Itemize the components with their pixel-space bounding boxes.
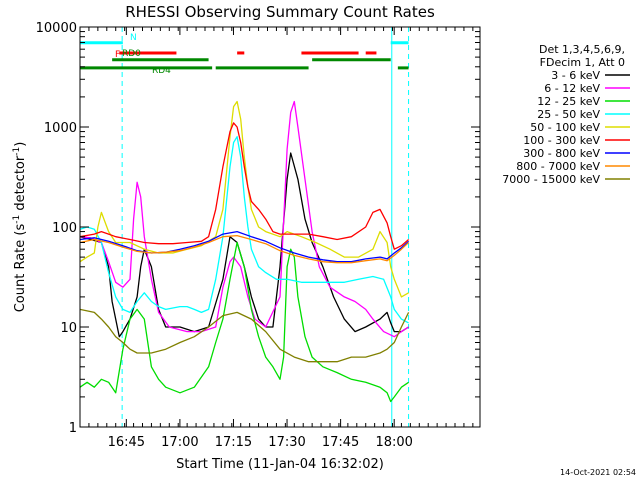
series-line-9 [79, 308, 410, 363]
y-axis-label: Count Rate (s-1 detector-1) [12, 142, 28, 313]
x-tick-label: 17:30 [268, 435, 305, 450]
legend-header-line-2: FDecim 1, Att 0 [540, 56, 625, 69]
series-line-3 [79, 241, 409, 403]
plot-area: NF RD0 RD4 [79, 27, 410, 427]
y-tick-label: 1 [69, 421, 77, 436]
flag-label-rd4: RD4 [152, 66, 171, 76]
flag-label-rd0: RD0 [122, 49, 141, 59]
legend-label-5: 50 - 100 keV [530, 121, 600, 134]
series-line-4 [79, 136, 409, 324]
legend-label-3: 12 - 25 keV [537, 95, 600, 108]
flag-label-n: N [130, 33, 137, 43]
legend: Det 1,3,4,5,6,9, FDecim 1, Att 0 3 - 6 k… [502, 43, 630, 186]
chart-title: RHESSI Observing Summary Count Rates [125, 3, 435, 21]
x-tick-label: 17:45 [322, 435, 359, 450]
legend-label-6: 100 - 300 keV [523, 134, 600, 147]
legend-header-line-1: Det 1,3,4,5,6,9, [539, 43, 625, 56]
timestamp: 14-Oct-2021 02:54 [560, 468, 636, 477]
y-tick-label: 10 [60, 321, 77, 336]
series-line-5 [79, 100, 409, 298]
legend-label-7: 300 - 800 keV [523, 147, 600, 160]
legend-label-2: 6 - 12 keV [544, 82, 600, 95]
legend-label-4: 25 - 50 keV [537, 108, 600, 121]
series-line-2 [79, 100, 409, 338]
y-axis: 1 10 100 1000 10000 [36, 21, 480, 436]
x-axis: 16:45 17:00 17:15 17:30 17:45 18:00 [79, 27, 474, 450]
series-line-8 [79, 234, 410, 264]
legend-label-1: 3 - 6 keV [551, 69, 600, 82]
x-tick-label: 18:00 [375, 435, 412, 450]
x-tick-label: 17:15 [215, 435, 252, 450]
legend-label-8: 800 - 7000 keV [516, 160, 600, 173]
x-tick-label: 17:00 [161, 435, 198, 450]
flag-label-f: F [115, 50, 120, 60]
y-tick-label: 100 [52, 221, 77, 236]
legend-label-9: 7000 - 15000 keV [502, 173, 600, 186]
y-tick-label: 10000 [36, 21, 77, 36]
x-axis-label: Start Time (11-Jan-04 16:32:02) [176, 457, 384, 472]
x-tick-label: 16:45 [108, 435, 145, 450]
series-line-6 [79, 122, 410, 250]
y-tick-label: 1000 [44, 121, 77, 136]
